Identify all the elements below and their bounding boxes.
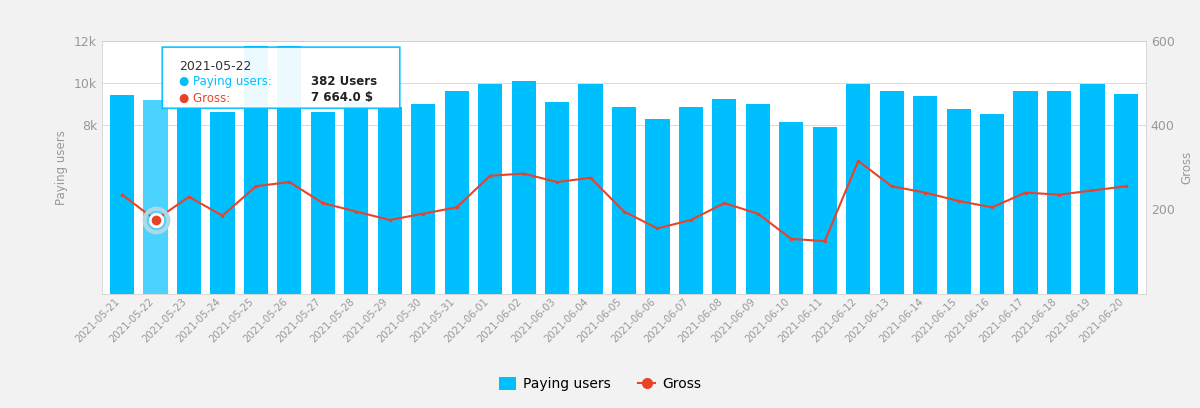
Bar xyxy=(344,102,368,294)
FancyBboxPatch shape xyxy=(162,47,400,108)
Bar xyxy=(980,114,1004,294)
Text: ● Paying users:: ● Paying users: xyxy=(179,75,272,88)
Text: 382 Users: 382 Users xyxy=(311,75,377,88)
Bar xyxy=(144,100,168,294)
Bar xyxy=(176,106,202,294)
Bar xyxy=(110,95,134,294)
Bar xyxy=(1014,91,1038,294)
Bar xyxy=(679,106,703,294)
Text: 2021-05-22: 2021-05-22 xyxy=(179,60,251,73)
Bar xyxy=(277,46,301,294)
Bar xyxy=(746,104,770,294)
Y-axis label: Gross: Gross xyxy=(1181,151,1193,184)
Bar xyxy=(779,122,803,294)
Bar xyxy=(445,91,469,294)
Bar xyxy=(846,84,870,294)
Bar xyxy=(545,102,569,294)
Bar xyxy=(144,100,168,294)
Bar xyxy=(311,112,335,294)
Bar xyxy=(1046,91,1072,294)
Bar xyxy=(1114,94,1138,294)
Bar xyxy=(210,112,234,294)
Text: ● Gross:: ● Gross: xyxy=(179,91,230,104)
Bar xyxy=(1080,84,1104,294)
Bar xyxy=(612,106,636,294)
Bar xyxy=(880,91,904,294)
Bar xyxy=(913,96,937,294)
Text: 7 664.0 $: 7 664.0 $ xyxy=(311,91,373,104)
Bar xyxy=(812,127,836,294)
Bar xyxy=(578,84,602,294)
Bar xyxy=(646,119,670,294)
Bar xyxy=(378,106,402,294)
Bar xyxy=(713,99,737,294)
Y-axis label: Paying users: Paying users xyxy=(55,130,68,205)
Bar xyxy=(244,46,268,294)
Bar xyxy=(947,109,971,294)
Bar xyxy=(412,104,436,294)
Bar xyxy=(511,81,535,294)
Legend: Paying users, Gross: Paying users, Gross xyxy=(493,372,707,397)
Bar xyxy=(478,84,503,294)
